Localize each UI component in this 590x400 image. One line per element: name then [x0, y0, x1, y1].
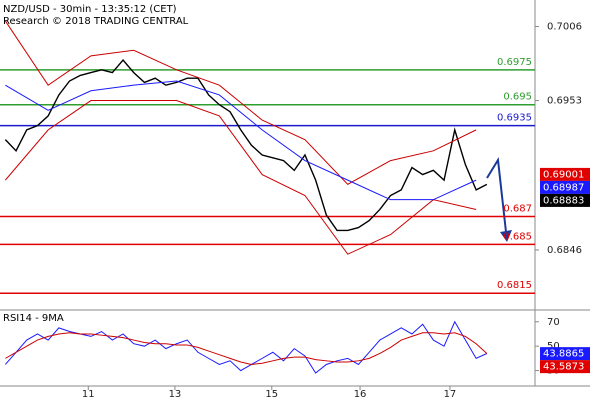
x-tick-label: 16 — [354, 389, 367, 400]
price-badge-label: 0.69001 — [543, 169, 584, 180]
price-badge — [540, 180, 590, 194]
series-line — [4, 20, 477, 185]
series-line — [5, 332, 488, 365]
y-tick-label: 70 — [547, 317, 560, 328]
price-badge-label: 0.68883 — [543, 195, 584, 206]
series-line — [4, 58, 488, 232]
level-label: 0.685 — [503, 231, 532, 242]
price-badge-label: 43.5873 — [543, 362, 584, 373]
series-line — [5, 80, 477, 201]
chart-subtitle: Research © 2018 TRADING CENTRAL — [3, 16, 189, 27]
series-line — [4, 320, 488, 374]
price-badge — [540, 347, 590, 361]
x-tick-label: 17 — [444, 389, 457, 400]
price-badge-label: 43.8865 — [543, 349, 584, 360]
y-tick-label: 50 — [547, 341, 560, 352]
level-label: 0.6815 — [497, 280, 532, 291]
level-label: 0.6935 — [497, 113, 532, 124]
level-label: 0.687 — [503, 203, 532, 214]
price-badge — [540, 193, 590, 207]
price-badge-label: 0.68987 — [543, 182, 584, 193]
chart-title: NZD/USD - 30min - 13:35:12 (CET) — [3, 4, 177, 15]
x-tick-label: 15 — [265, 389, 278, 400]
forecast-arrow — [486, 156, 507, 233]
y-tick-label: 0.7006 — [547, 22, 582, 33]
x-tick-label: 13 — [169, 389, 182, 400]
y-tick-label: 0.6846 — [547, 245, 582, 256]
level-label: 0.695 — [503, 92, 532, 103]
rsi-title: RSI14 - 9MA — [3, 313, 64, 324]
x-tick-label: 11 — [82, 389, 95, 400]
forecast-arrowhead — [500, 230, 512, 242]
price-badge — [540, 167, 590, 181]
series-line — [4, 100, 477, 255]
y-tick-label: 0.6953 — [547, 96, 582, 107]
price-badge — [540, 360, 590, 374]
level-label: 0.6975 — [497, 57, 532, 68]
